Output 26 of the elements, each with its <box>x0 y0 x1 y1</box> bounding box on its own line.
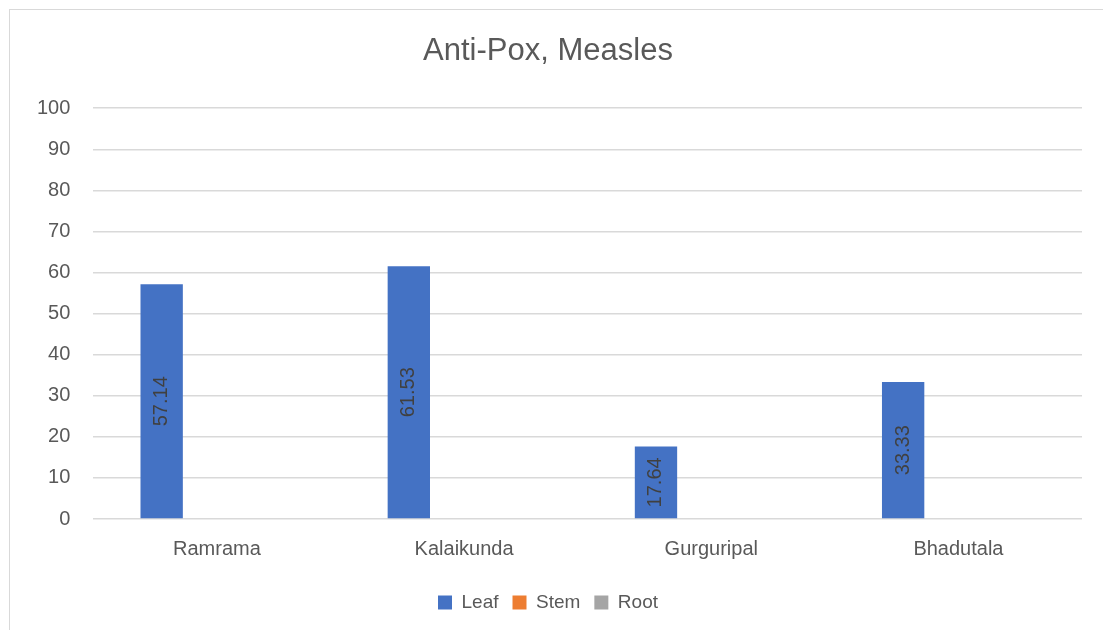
x-tick-label: Ramrama <box>172 536 262 559</box>
legend-label: Stem <box>535 590 580 612</box>
data-label: 61.53 <box>395 366 418 417</box>
x-tick-label: Bhadutala <box>912 536 1004 559</box>
data-label: 57.14 <box>148 375 171 426</box>
x-tick-label: Gurguripal <box>664 536 758 559</box>
chart-title: Anti-Pox, Measles <box>422 31 673 67</box>
y-tick-label: 80 <box>47 177 70 200</box>
y-tick-label: 100 <box>36 95 70 118</box>
y-tick-label: 20 <box>47 423 70 446</box>
data-label: 17.64 <box>643 456 665 507</box>
bar <box>387 265 430 518</box>
y-tick-label: 30 <box>47 382 70 405</box>
y-tick-label: 70 <box>47 218 70 241</box>
bar <box>139 283 183 518</box>
y-tick-label: 0 <box>58 506 70 529</box>
x-tick-label: Kalaikunda <box>414 536 514 559</box>
y-tick-label: 50 <box>47 300 70 323</box>
y-tick-label: 90 <box>47 136 70 159</box>
bar <box>881 381 924 518</box>
y-tick-label: 60 <box>47 259 70 282</box>
legend-label: Leaf <box>461 590 499 612</box>
y-tick-label: 10 <box>47 464 70 487</box>
data-label: 33.33 <box>890 424 913 475</box>
legend-label: Root <box>617 590 659 612</box>
y-tick-label: 40 <box>47 341 70 364</box>
